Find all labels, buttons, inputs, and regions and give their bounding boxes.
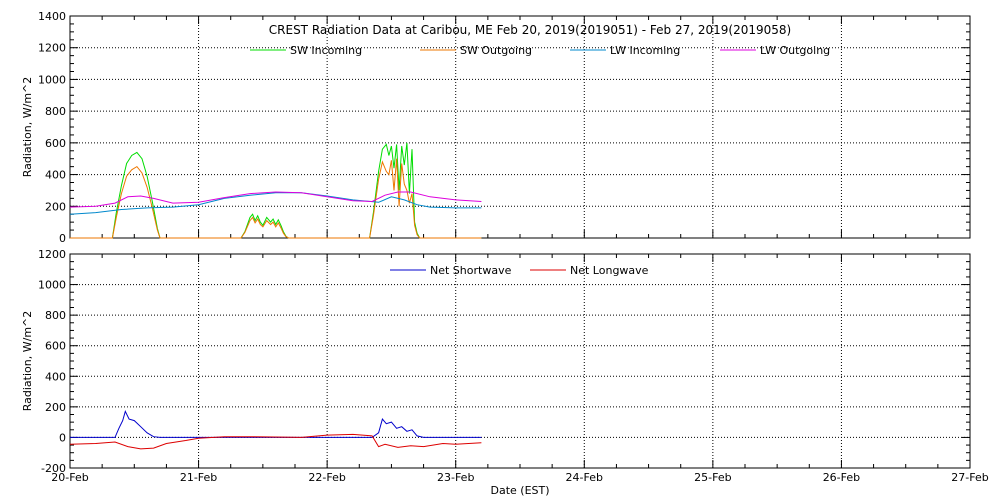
x-tick-label: 23-Feb <box>437 471 474 484</box>
x-axis-label: Date (EST) <box>490 484 549 497</box>
bottom-panel: -200 0 200 400 600 800 1000 1200 20-Feb 21-Feb 22-… <box>21 248 989 484</box>
y-tick-label: 0 <box>59 431 66 444</box>
series-line-sw-outgoing <box>70 158 482 239</box>
series-line-sw-incoming <box>70 142 482 239</box>
y-tick-label: 1000 <box>38 73 66 86</box>
plot-frame <box>69 15 971 239</box>
series-line-net-longwave <box>69 433 482 450</box>
chart-title: CREST Radiation Data at Caribou, ME Feb … <box>269 23 791 37</box>
y-tick-label: 1200 <box>38 42 66 55</box>
y-axis-label: Radiation, W/m^2 <box>21 311 34 412</box>
x-tick-label: 21-Feb <box>180 471 217 484</box>
legend-label: LW Incoming <box>610 44 680 57</box>
x-tick-label: 20-Feb <box>51 471 88 484</box>
legend-label: Net Longwave <box>570 264 649 277</box>
series-line-lw-incoming <box>69 192 482 215</box>
y-tick-label: 400 <box>45 370 66 383</box>
y-tick-label: 1200 <box>38 248 66 261</box>
y-tick-label: 200 <box>45 200 66 213</box>
y-tick-label: -200 <box>41 462 66 475</box>
legend-label: LW Outgoing <box>760 44 830 57</box>
y-tick-label: 600 <box>45 137 66 150</box>
y-tick-label: 800 <box>45 309 66 322</box>
legend-label: Net Shortwave <box>430 264 512 277</box>
y-tick-label: 1400 <box>38 10 66 23</box>
y-tick-label: 800 <box>45 105 66 118</box>
x-tick-label: 22-Feb <box>308 471 345 484</box>
series-line-net-shortwave <box>70 410 482 438</box>
x-tick-label: 24-Feb <box>566 471 603 484</box>
plot-frame <box>69 253 971 469</box>
x-tick-label: 27-Feb <box>951 471 988 484</box>
x-tick-label: 26-Feb <box>823 471 860 484</box>
series-line-lw-outgoing <box>69 191 482 208</box>
legend-label: SW Incoming <box>290 44 362 57</box>
y-axis-label: Radiation, W/m^2 <box>21 77 34 178</box>
x-tick-label: 25-Feb <box>694 471 731 484</box>
y-tick-label: 600 <box>45 340 66 353</box>
y-tick-label: 200 <box>45 401 66 414</box>
y-tick-label: 0 <box>59 232 66 245</box>
y-tick-label: 400 <box>45 169 66 182</box>
top-panel: 0 200 400 600 800 1000 1200 1400 Radiation, W/m^… <box>21 10 971 245</box>
legend-label: SW Outgoing <box>460 44 532 57</box>
y-tick-label: 1000 <box>38 279 66 292</box>
